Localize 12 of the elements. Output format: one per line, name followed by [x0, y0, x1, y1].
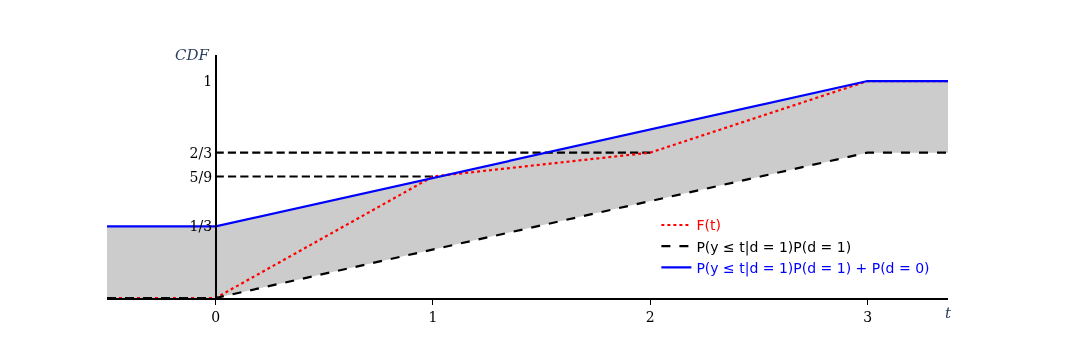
x-tick-label: 1 [428, 308, 438, 325]
legend-label: P(y ≤ t|d = 1)P(d = 1) [696, 238, 852, 256]
x-tick-label: 2 [645, 308, 655, 325]
y-tick-label: 5/9 [189, 169, 213, 186]
y-axis-title: CDF [175, 46, 210, 64]
legend-label: P(y ≤ t|d = 1)P(d = 1) + P(d = 0) [696, 259, 930, 277]
x-axis-title: t [945, 304, 952, 322]
legend-label: F(t) [696, 217, 721, 234]
x-tick-label: 0 [211, 308, 221, 325]
y-tick-label: 2/3 [189, 145, 213, 162]
y-tick-label: 1 [203, 72, 213, 89]
x-tick-label: 3 [863, 308, 873, 325]
